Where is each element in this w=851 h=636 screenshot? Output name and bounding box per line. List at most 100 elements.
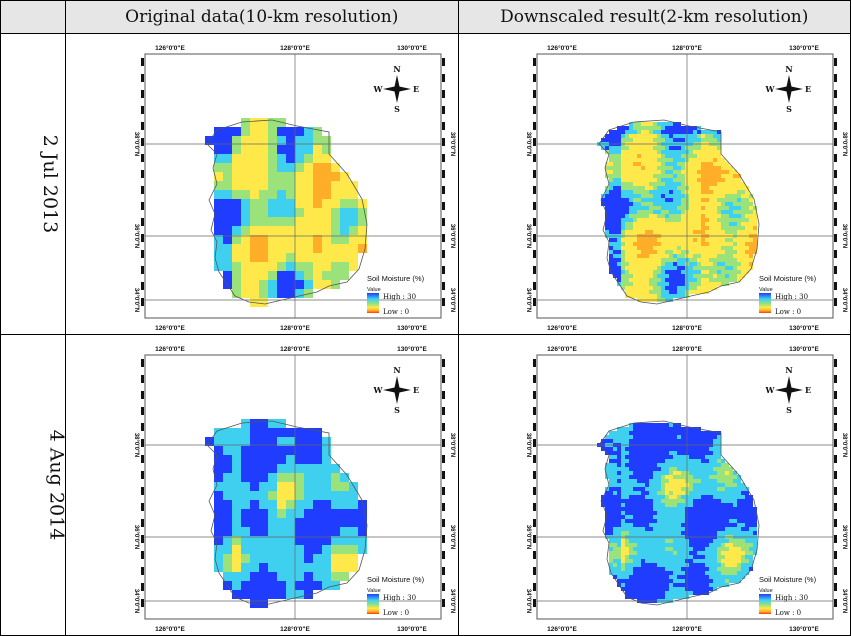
lat-tick-label: 34°0'0"N bbox=[841, 288, 847, 312]
raster-cell bbox=[673, 250, 678, 254]
raster-cell bbox=[677, 451, 682, 455]
raster-cell bbox=[669, 238, 674, 242]
raster-cell bbox=[213, 154, 223, 163]
raster-cell bbox=[649, 154, 654, 158]
raster-cell bbox=[625, 274, 630, 278]
raster-cell bbox=[693, 262, 698, 266]
raster-cell bbox=[669, 294, 674, 298]
raster-cell bbox=[617, 467, 622, 471]
raster-cell bbox=[669, 503, 674, 507]
raster-cell bbox=[753, 543, 758, 547]
raster-cell bbox=[617, 551, 622, 555]
raster-cell bbox=[701, 278, 706, 282]
raster-cell bbox=[637, 230, 642, 234]
raster-cell bbox=[617, 130, 622, 134]
raster-cell bbox=[649, 503, 654, 507]
raster-cell bbox=[697, 431, 702, 435]
raster-cell bbox=[294, 437, 304, 446]
raster-cell bbox=[621, 523, 626, 527]
raster-cell bbox=[303, 262, 313, 271]
raster-cell bbox=[653, 274, 658, 278]
raster-cell bbox=[249, 244, 259, 253]
raster-cell bbox=[321, 244, 331, 253]
raster-cell bbox=[693, 130, 698, 134]
raster-cell bbox=[657, 210, 662, 214]
raster-cell bbox=[621, 563, 626, 567]
raster-cell bbox=[737, 551, 742, 555]
raster-cell bbox=[637, 523, 642, 527]
raster-cell bbox=[625, 186, 630, 190]
row-label-cell: 2 Jul 2013 bbox=[0, 33, 66, 335]
raster-cell bbox=[693, 515, 698, 519]
raster-cell bbox=[693, 575, 698, 579]
raster-cell bbox=[697, 266, 702, 270]
raster-cell bbox=[621, 451, 626, 455]
raster-cell bbox=[645, 507, 650, 511]
raster-cell bbox=[701, 282, 706, 286]
raster-cell bbox=[669, 555, 674, 559]
raster-cell bbox=[729, 547, 734, 551]
raster-cell bbox=[609, 138, 614, 142]
raster-cell bbox=[645, 274, 650, 278]
raster-cell bbox=[294, 145, 304, 154]
raster-cell bbox=[705, 290, 710, 294]
raster-cell bbox=[729, 170, 734, 174]
raster-cell bbox=[613, 527, 618, 531]
raster-cell bbox=[677, 431, 682, 435]
raster-cell bbox=[330, 473, 340, 482]
raster-cell bbox=[649, 523, 654, 527]
raster-cell bbox=[609, 198, 614, 202]
raster-cell bbox=[303, 464, 313, 473]
raster-cell bbox=[673, 491, 678, 495]
lon-tick-label: 126°0'0"E bbox=[547, 345, 577, 353]
raster-cell bbox=[713, 439, 718, 443]
raster-cell bbox=[621, 483, 626, 487]
raster-cell bbox=[717, 146, 722, 150]
raster-cell bbox=[653, 158, 658, 162]
raster-cell bbox=[721, 479, 726, 483]
raster-cell bbox=[653, 563, 658, 567]
raster-cell bbox=[741, 523, 746, 527]
raster-cell bbox=[693, 531, 698, 535]
raster-cell bbox=[661, 266, 666, 270]
raster-cell bbox=[729, 210, 734, 214]
raster-cell bbox=[745, 254, 750, 258]
raster-cell bbox=[609, 130, 614, 134]
raster-cell bbox=[258, 199, 268, 208]
raster-cell bbox=[725, 515, 730, 519]
raster-cell bbox=[661, 122, 666, 126]
raster-cell bbox=[717, 495, 722, 499]
raster-cell bbox=[717, 174, 722, 178]
raster-cell bbox=[609, 246, 614, 250]
raster-cell bbox=[681, 190, 686, 194]
raster-cell bbox=[717, 214, 722, 218]
raster-cell bbox=[633, 527, 638, 531]
header-original: Original data(10-km resolution) bbox=[65, 0, 459, 34]
raster-cell bbox=[641, 210, 646, 214]
raster-cell bbox=[641, 435, 646, 439]
raster-cell bbox=[633, 547, 638, 551]
raster-cell bbox=[357, 235, 367, 244]
raster-cell bbox=[303, 226, 313, 235]
raster-cell bbox=[713, 186, 718, 190]
raster-cell bbox=[697, 194, 702, 198]
raster-cell bbox=[661, 511, 666, 515]
raster-cell bbox=[321, 500, 331, 509]
raster-cell bbox=[637, 214, 642, 218]
raster-cell bbox=[677, 571, 682, 575]
neatline-tick bbox=[533, 551, 537, 559]
raster-cell bbox=[709, 519, 714, 523]
raster-cell bbox=[649, 274, 654, 278]
raster-cell bbox=[673, 206, 678, 210]
raster-cell bbox=[633, 423, 638, 427]
raster-cell bbox=[617, 174, 622, 178]
raster-cell bbox=[267, 545, 277, 554]
raster-cell bbox=[665, 130, 670, 134]
raster-cell bbox=[721, 483, 726, 487]
raster-cell bbox=[713, 563, 718, 567]
raster-cell bbox=[637, 290, 642, 294]
raster-cell bbox=[613, 431, 618, 435]
raster-cell bbox=[681, 587, 686, 591]
raster-cell bbox=[645, 238, 650, 242]
raster-cell bbox=[753, 226, 758, 230]
